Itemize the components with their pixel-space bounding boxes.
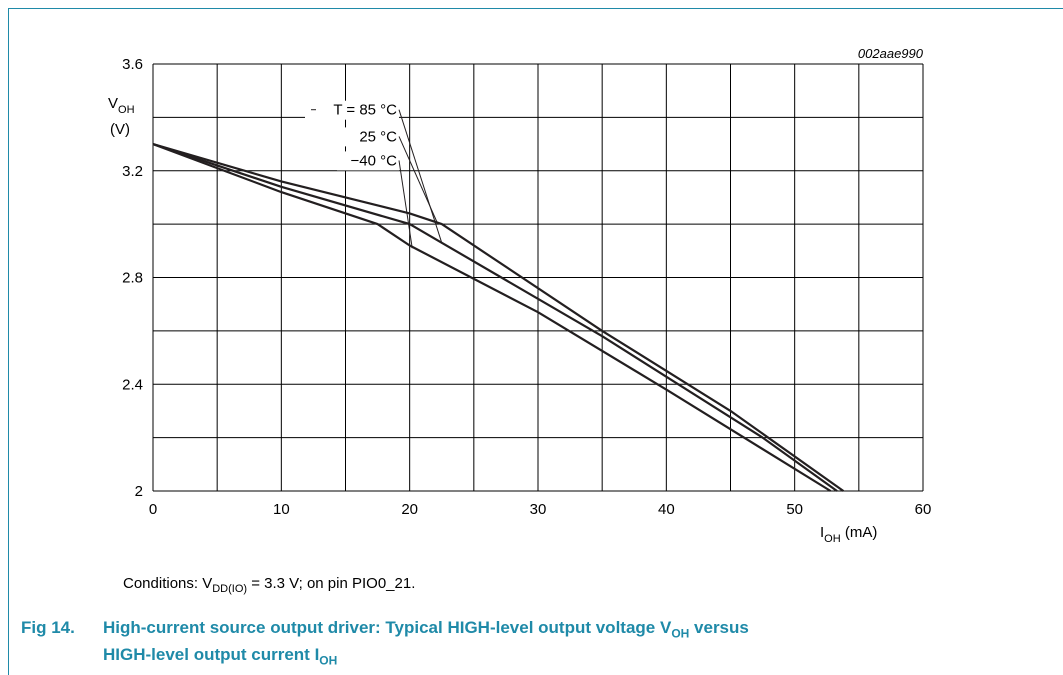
- legend-leader-line-0: [398, 109, 443, 243]
- caption-line1-suffix: versus: [689, 618, 749, 637]
- legend-label-1: 25 °C: [359, 128, 397, 145]
- legend-label-0: T = 85 °C: [333, 102, 397, 119]
- legend-label-bg: [305, 100, 399, 120]
- frame-top-border: [8, 8, 1063, 9]
- caption-line-2: HIGH-level output current IOH: [21, 644, 749, 671]
- legend-label-bg: [337, 151, 399, 171]
- conditions-suffix: = 3.3 V; on pin PIO0_21.: [247, 575, 416, 592]
- vout-vs-iout-chart: 0 10 20 30 40 50 60 2 2.4 2.8 3.2 3.6 T = 85 °C 25 °…: [108, 46, 931, 545]
- x-axis-label-unit: (mA): [841, 524, 878, 541]
- caption-line2-sub: OH: [319, 653, 338, 668]
- y-tick-label: 3.2: [122, 163, 143, 180]
- caption-line1-prefix: High-current source output driver: Typic…: [103, 618, 672, 637]
- caption-line-1: Fig 14. High-current source output driver…: [21, 617, 749, 644]
- caption-line1-sub: OH: [671, 626, 690, 641]
- conditions-prefix: Conditions: V: [123, 575, 213, 592]
- legend-label-bg: [337, 127, 399, 147]
- conditions-note: Conditions: VDD(IO) = 3.3 V; on pin PIO0…: [123, 575, 415, 595]
- chart-series: [152, 143, 845, 492]
- chart-legend: T = 85 °C 25 °C −40 °C: [305, 100, 443, 249]
- series-line-2: [152, 143, 832, 492]
- caption-line2-prefix: HIGH-level output current I: [103, 645, 320, 665]
- x-tick-label: 40: [658, 501, 675, 518]
- x-tick-label: 50: [786, 501, 803, 518]
- figure-code: 002aae990: [858, 46, 924, 61]
- legend-leader-line-2: [398, 160, 413, 249]
- y-tick-label: 2.8: [122, 270, 143, 287]
- series-line-1: [152, 143, 845, 492]
- x-tick-label: 20: [401, 501, 418, 518]
- x-tick-label: 30: [530, 501, 547, 518]
- x-tick-label: 60: [915, 501, 932, 518]
- y-axis-unit: (V): [110, 121, 130, 138]
- caption-label: Fig 14.: [21, 618, 75, 637]
- legend-leader-line-1: [398, 136, 439, 225]
- x-axis-label: IOH (mA): [820, 524, 877, 545]
- x-axis-label-sub: OH: [824, 533, 841, 545]
- y-axis-label-main: V: [108, 95, 118, 112]
- figure-caption: Fig 14. High-current source output driver…: [21, 617, 749, 672]
- conditions-sub: DD(IO): [212, 583, 248, 595]
- chart-ticks: 0 10 20 30 40 50 60 2 2.4 2.8 3.2 3.6: [122, 56, 931, 518]
- y-tick-label: 2.4: [122, 376, 143, 393]
- y-axis-label: VOH: [108, 95, 135, 116]
- frame-left-border: [8, 8, 9, 675]
- y-tick-label: 3.6: [122, 56, 143, 73]
- x-tick-label: 10: [273, 501, 290, 518]
- y-axis-label-sub: OH: [118, 104, 135, 116]
- x-axis-label-main: I: [820, 524, 824, 541]
- x-tick-label: 0: [149, 501, 157, 518]
- series-line-0: [152, 143, 838, 492]
- y-tick-label: 2: [135, 483, 143, 500]
- chart-grid: [152, 63, 924, 492]
- legend-label-2: −40 °C: [351, 152, 398, 169]
